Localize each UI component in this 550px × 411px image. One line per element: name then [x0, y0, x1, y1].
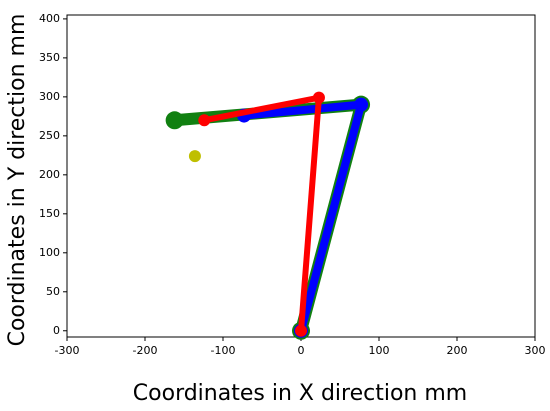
- point-marker: [354, 97, 369, 112]
- y-tick-label: 250: [39, 129, 60, 142]
- x-tick-label: 0: [298, 344, 305, 357]
- y-tick-label: 350: [39, 51, 60, 64]
- y-tick-label: 0: [53, 324, 60, 337]
- x-tick-label: -200: [133, 344, 158, 357]
- y-tick-label: 200: [39, 168, 60, 181]
- x-tick-label: -100: [211, 344, 236, 357]
- y-tick-label: 300: [39, 90, 60, 103]
- plot-frame: [66, 14, 536, 338]
- arm-line: [201, 94, 322, 334]
- x-tick-label: -300: [55, 344, 80, 357]
- x-tick-label: 100: [369, 344, 390, 357]
- point-marker: [295, 324, 307, 337]
- point-marker: [198, 114, 211, 127]
- x-axis-label: Coordinates in X direction mm: [133, 381, 467, 406]
- y-tick-label: 400: [39, 12, 60, 25]
- y-tick-label: 150: [39, 207, 60, 220]
- y-axis-label: Coordinates in Y direction mm: [5, 14, 30, 347]
- point-marker: [312, 91, 325, 104]
- y-tick-label: 50: [46, 285, 60, 298]
- y-tick-label: 100: [39, 246, 60, 259]
- x-tick-label: 300: [525, 344, 546, 357]
- x-tick-label: 200: [447, 344, 468, 357]
- point-marker: [165, 111, 184, 130]
- point-marker: [188, 150, 201, 163]
